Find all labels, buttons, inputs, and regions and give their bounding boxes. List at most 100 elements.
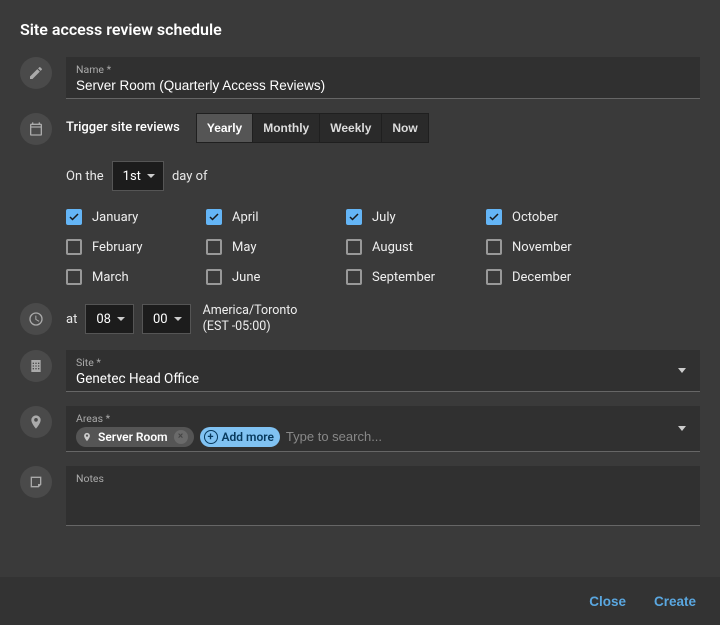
trigger-label: Trigger site reviews — [66, 113, 180, 143]
site-field: Site * Genetec Head Office — [66, 350, 700, 392]
checkbox-label: March — [92, 270, 129, 285]
months-grid: January April July October February May August… — [66, 209, 700, 285]
checkbox-label: July — [372, 210, 396, 225]
trigger-row: Trigger site reviews YearlyMonthlyWeekly… — [20, 113, 700, 145]
calendar-icon — [20, 113, 52, 145]
month-checkbox-march[interactable]: March — [66, 269, 206, 285]
areas-label: Areas * — [76, 412, 690, 425]
building-icon — [20, 350, 52, 382]
areas-search-input[interactable] — [286, 429, 690, 444]
note-icon — [20, 466, 52, 498]
remove-chip-icon[interactable]: × — [174, 430, 188, 444]
icon-col — [20, 57, 66, 89]
time-row: at 08 00 America/Toronto (EST -05:00) — [20, 303, 700, 336]
checkbox-box — [206, 209, 222, 225]
frequency-now[interactable]: Now — [382, 113, 428, 143]
name-input-wrap[interactable]: Name * — [66, 57, 700, 99]
day-suffix: day of — [172, 169, 208, 184]
checkbox-label: December — [512, 270, 571, 285]
notes-label: Notes — [76, 472, 690, 485]
site-label: Site * — [76, 356, 690, 369]
site-row: Site * Genetec Head Office — [20, 350, 700, 392]
checkbox-box — [206, 269, 222, 285]
areas-row: Areas * Server Room × + Add more — [20, 406, 700, 452]
month-checkbox-april[interactable]: April — [206, 209, 346, 225]
frequency-monthly[interactable]: Monthly — [253, 113, 320, 143]
checkbox-box — [486, 269, 502, 285]
month-checkbox-september[interactable]: September — [346, 269, 486, 285]
checkbox-label: October — [512, 210, 558, 225]
chip-label: Server Room — [98, 430, 168, 444]
frequency-toggle: YearlyMonthlyWeeklyNow — [196, 113, 429, 143]
timezone-label: America/Toronto (EST -05:00) — [203, 303, 298, 336]
minute-select[interactable]: 00 — [142, 304, 191, 334]
add-more-chip[interactable]: + Add more — [200, 427, 280, 447]
name-label: Name * — [76, 63, 690, 76]
checkbox-box — [66, 209, 82, 225]
checkbox-box — [486, 209, 502, 225]
at-label: at — [66, 312, 77, 327]
day-section: On the 1st day of January April July Octobe… — [66, 161, 700, 285]
close-button[interactable]: Close — [589, 594, 626, 609]
trigger-inline: Trigger site reviews YearlyMonthlyWeekly… — [66, 113, 700, 143]
month-checkbox-june[interactable]: June — [206, 269, 346, 285]
name-row: Name * — [20, 57, 700, 99]
checkbox-box — [486, 239, 502, 255]
areas-field: Areas * Server Room × + Add more — [66, 406, 700, 452]
icon-col — [20, 350, 66, 382]
pencil-icon — [20, 57, 52, 89]
checkbox-box — [66, 239, 82, 255]
checkbox-label: January — [92, 210, 138, 225]
day-select[interactable]: 1st — [112, 161, 164, 191]
day-row: On the 1st day of — [66, 161, 700, 191]
icon-col — [20, 406, 66, 438]
checkbox-box — [346, 269, 362, 285]
month-checkbox-december[interactable]: December — [486, 269, 626, 285]
month-checkbox-august[interactable]: August — [346, 239, 486, 255]
month-checkbox-july[interactable]: July — [346, 209, 486, 225]
month-checkbox-february[interactable]: February — [66, 239, 206, 255]
clock-icon — [20, 303, 52, 335]
name-field: Name * — [66, 57, 700, 99]
checkbox-label: February — [92, 240, 143, 255]
notes-row: Notes — [20, 466, 700, 526]
dialog-title: Site access review schedule — [20, 20, 700, 39]
trigger-field: Trigger site reviews YearlyMonthlyWeekly… — [66, 113, 700, 143]
checkbox-box — [346, 239, 362, 255]
notes-field: Notes — [66, 466, 700, 526]
hour-select[interactable]: 08 — [85, 304, 134, 334]
site-dropdown[interactable]: Site * Genetec Head Office — [66, 350, 700, 392]
checkbox-label: August — [372, 240, 413, 255]
areas-dropdown[interactable]: Areas * Server Room × + Add more — [66, 406, 700, 452]
checkbox-label: September — [372, 270, 435, 285]
checkbox-box — [206, 239, 222, 255]
icon-col — [20, 113, 66, 145]
area-chip[interactable]: Server Room × — [76, 427, 194, 447]
icon-col — [20, 303, 66, 335]
month-checkbox-november[interactable]: November — [486, 239, 626, 255]
add-more-label: Add more — [222, 430, 274, 444]
icon-col — [20, 466, 66, 498]
plus-icon: + — [204, 430, 218, 444]
pin-icon — [80, 430, 94, 444]
notes-input[interactable]: Notes — [66, 466, 700, 526]
month-checkbox-may[interactable]: May — [206, 239, 346, 255]
day-prefix: On the — [66, 169, 104, 184]
areas-chips: Server Room × + Add more — [76, 427, 690, 447]
frequency-yearly[interactable]: Yearly — [196, 113, 253, 143]
dialog: Site access review schedule Name * Trigg… — [0, 0, 720, 625]
frequency-weekly[interactable]: Weekly — [320, 113, 382, 143]
checkbox-label: November — [512, 240, 572, 255]
site-value: Genetec Head Office — [76, 371, 690, 387]
checkbox-box — [346, 209, 362, 225]
month-checkbox-october[interactable]: October — [486, 209, 626, 225]
checkbox-box — [66, 269, 82, 285]
checkbox-label: April — [232, 210, 259, 225]
checkbox-label: June — [232, 270, 260, 285]
name-input[interactable] — [76, 78, 690, 93]
create-button[interactable]: Create — [654, 594, 696, 609]
checkbox-label: May — [232, 240, 256, 255]
location-icon — [20, 406, 52, 438]
month-checkbox-january[interactable]: January — [66, 209, 206, 225]
dialog-footer: Close Create — [0, 577, 720, 625]
